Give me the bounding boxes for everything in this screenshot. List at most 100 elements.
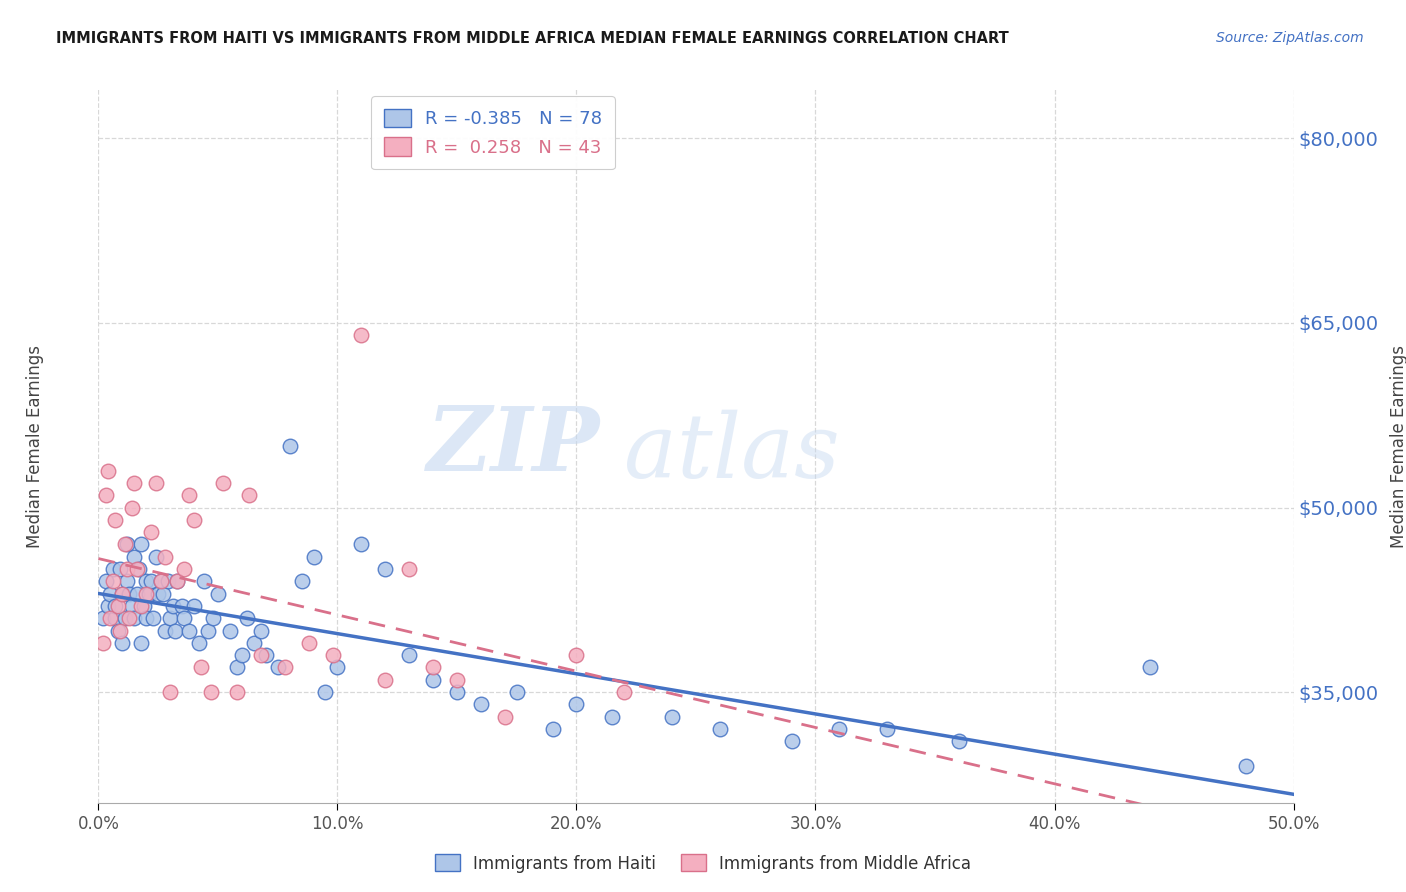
Point bbox=[374, 562, 396, 576]
Point bbox=[398, 648, 420, 662]
Point bbox=[131, 537, 153, 551]
Point bbox=[139, 525, 162, 540]
Text: atlas: atlas bbox=[624, 409, 839, 497]
Point bbox=[876, 722, 898, 736]
Point bbox=[226, 660, 249, 674]
Point bbox=[115, 562, 138, 576]
Point bbox=[207, 587, 229, 601]
Point bbox=[183, 599, 205, 613]
Point bbox=[350, 537, 373, 551]
Point bbox=[94, 488, 117, 502]
Text: Source: ZipAtlas.com: Source: ZipAtlas.com bbox=[1216, 31, 1364, 45]
Text: ZIP: ZIP bbox=[427, 403, 600, 489]
Point bbox=[125, 562, 148, 576]
Point bbox=[661, 709, 683, 723]
Point bbox=[267, 660, 290, 674]
Point bbox=[1234, 759, 1257, 773]
Point bbox=[124, 475, 146, 490]
Point bbox=[565, 648, 588, 662]
Point bbox=[315, 685, 337, 699]
Point bbox=[541, 722, 564, 736]
Point bbox=[91, 611, 114, 625]
Point bbox=[107, 599, 129, 613]
Point bbox=[121, 500, 143, 515]
Point bbox=[107, 624, 129, 638]
Point bbox=[1139, 660, 1161, 674]
Point bbox=[155, 624, 177, 638]
Point bbox=[173, 562, 195, 576]
Point bbox=[135, 611, 157, 625]
Point bbox=[374, 673, 396, 687]
Point bbox=[135, 587, 157, 601]
Point bbox=[613, 685, 636, 699]
Point bbox=[298, 636, 321, 650]
Point bbox=[131, 599, 153, 613]
Point bbox=[326, 660, 349, 674]
Point bbox=[115, 574, 138, 589]
Point bbox=[118, 587, 141, 601]
Point bbox=[254, 648, 277, 662]
Point bbox=[506, 685, 529, 699]
Point bbox=[179, 488, 201, 502]
Point bbox=[948, 734, 970, 748]
Point bbox=[121, 599, 143, 613]
Point bbox=[446, 673, 468, 687]
Point bbox=[398, 562, 420, 576]
Point bbox=[135, 574, 157, 589]
Point bbox=[187, 636, 209, 650]
Point bbox=[124, 549, 146, 564]
Point bbox=[322, 648, 344, 662]
Point bbox=[173, 611, 195, 625]
Y-axis label: Median Female Earnings: Median Female Earnings bbox=[1389, 344, 1406, 548]
Legend: Immigrants from Haiti, Immigrants from Middle Africa: Immigrants from Haiti, Immigrants from M… bbox=[427, 847, 979, 880]
Point bbox=[149, 574, 172, 589]
Point bbox=[600, 709, 623, 723]
Point bbox=[235, 611, 257, 625]
Point bbox=[108, 562, 131, 576]
Point bbox=[494, 709, 516, 723]
Point bbox=[128, 562, 150, 576]
Point bbox=[115, 537, 138, 551]
Point bbox=[350, 328, 373, 343]
Point bbox=[97, 599, 120, 613]
Point bbox=[179, 624, 201, 638]
Point bbox=[197, 624, 219, 638]
Point bbox=[152, 587, 174, 601]
Point bbox=[139, 574, 162, 589]
Point bbox=[166, 574, 188, 589]
Point bbox=[108, 624, 131, 638]
Point bbox=[828, 722, 851, 736]
Point bbox=[104, 611, 127, 625]
Point bbox=[780, 734, 803, 748]
Point bbox=[114, 537, 136, 551]
Text: IMMIGRANTS FROM HAITI VS IMMIGRANTS FROM MIDDLE AFRICA MEDIAN FEMALE EARNINGS CO: IMMIGRANTS FROM HAITI VS IMMIGRANTS FROM… bbox=[56, 31, 1010, 46]
Point bbox=[142, 611, 165, 625]
Point bbox=[156, 574, 179, 589]
Legend: R = -0.385   N = 78, R =  0.258   N = 43: R = -0.385 N = 78, R = 0.258 N = 43 bbox=[371, 96, 614, 169]
Point bbox=[94, 574, 117, 589]
Point bbox=[111, 636, 134, 650]
Point bbox=[159, 685, 181, 699]
Point bbox=[226, 685, 249, 699]
Point bbox=[250, 648, 273, 662]
Point bbox=[202, 611, 225, 625]
Point bbox=[159, 611, 181, 625]
Point bbox=[163, 624, 186, 638]
Point bbox=[101, 562, 124, 576]
Point bbox=[238, 488, 260, 502]
Point bbox=[470, 698, 492, 712]
Point bbox=[166, 574, 188, 589]
Point bbox=[422, 673, 444, 687]
Point bbox=[162, 599, 184, 613]
Point bbox=[155, 549, 177, 564]
Point bbox=[422, 660, 444, 674]
Point bbox=[131, 636, 153, 650]
Point bbox=[114, 611, 136, 625]
Point bbox=[709, 722, 731, 736]
Point bbox=[274, 660, 297, 674]
Point bbox=[148, 587, 170, 601]
Point bbox=[91, 636, 114, 650]
Point bbox=[190, 660, 212, 674]
Point bbox=[125, 587, 148, 601]
Point bbox=[124, 611, 146, 625]
